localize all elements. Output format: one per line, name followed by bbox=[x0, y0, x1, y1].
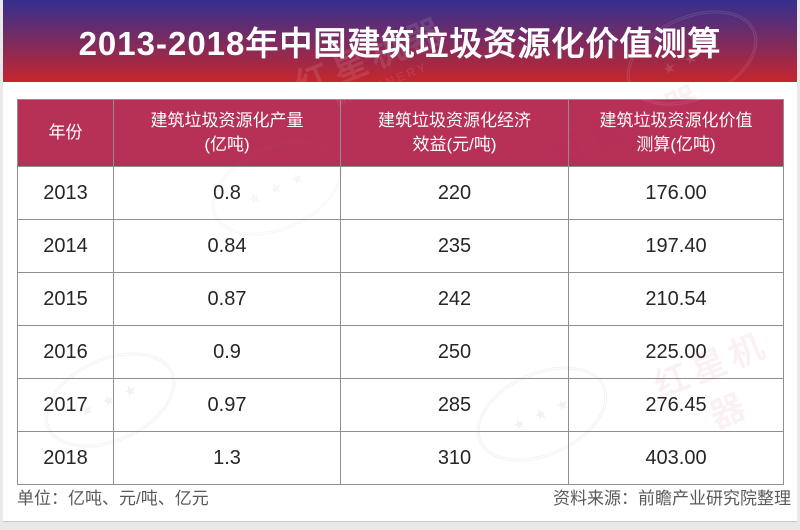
output-cell: 0.97 bbox=[113, 378, 341, 432]
table-row: 2018 1.3 310 403.00 bbox=[17, 431, 784, 485]
table-row: 2017 0.97 285 276.45 bbox=[17, 378, 784, 432]
title-banner: 2013-2018年中国建筑垃圾资源化价值测算 bbox=[3, 0, 797, 82]
table-row: 2013 0.8 220 176.00 bbox=[17, 166, 784, 220]
benefit-cell: 242 bbox=[340, 272, 569, 326]
output-cell: 0.9 bbox=[113, 325, 341, 379]
value-cell: 403.00 bbox=[568, 431, 784, 485]
benefit-cell: 250 bbox=[340, 325, 569, 379]
value-cell: 197.40 bbox=[568, 219, 784, 273]
year-cell: 2018 bbox=[17, 431, 114, 485]
benefit-cell: 235 bbox=[340, 219, 569, 273]
output-cell: 1.3 bbox=[113, 431, 341, 485]
output-cell: 0.87 bbox=[113, 272, 341, 326]
benefit-cell: 220 bbox=[340, 166, 569, 220]
table-row: 2015 0.87 242 210.54 bbox=[17, 272, 784, 326]
table-row: 2016 0.9 250 225.00 bbox=[17, 325, 784, 379]
source-note: 资料来源：前瞻产业研究院整理 bbox=[553, 489, 791, 508]
output-cell: 0.8 bbox=[113, 166, 341, 220]
table-row: 2014 0.84 235 197.40 bbox=[17, 219, 784, 273]
column-header-output: 建筑垃圾资源化产量(亿吨) bbox=[113, 99, 341, 167]
value-cell: 210.54 bbox=[568, 272, 784, 326]
table-header-row: 年份 建筑垃圾资源化产量(亿吨) 建筑垃圾资源化经济效益(元/吨) 建筑垃圾资源… bbox=[17, 99, 784, 167]
year-cell: 2016 bbox=[17, 325, 114, 379]
page-title: 2013-2018年中国建筑垃圾资源化价值测算 bbox=[78, 25, 722, 62]
year-cell: 2014 bbox=[17, 219, 114, 273]
year-cell: 2017 bbox=[17, 378, 114, 432]
benefit-cell: 310 bbox=[340, 431, 569, 485]
value-cell: 276.45 bbox=[568, 378, 784, 432]
value-cell: 176.00 bbox=[568, 166, 784, 220]
unit-note: 单位：亿吨、元/吨、亿元 bbox=[17, 489, 209, 508]
column-header-benefit: 建筑垃圾资源化经济效益(元/吨) bbox=[340, 99, 569, 167]
content-card: 2013-2018年中国建筑垃圾资源化价值测算 红星机器 MACHINERY ★… bbox=[3, 0, 797, 522]
data-table: 年份 建筑垃圾资源化产量(亿吨) 建筑垃圾资源化经济效益(元/吨) 建筑垃圾资源… bbox=[17, 99, 784, 485]
year-cell: 2015 bbox=[17, 272, 114, 326]
benefit-cell: 285 bbox=[340, 378, 569, 432]
value-cell: 225.00 bbox=[568, 325, 784, 379]
column-header-year: 年份 bbox=[17, 99, 114, 167]
output-cell: 0.84 bbox=[113, 219, 341, 273]
column-header-value: 建筑垃圾资源化价值测算(亿吨) bbox=[568, 99, 784, 167]
year-cell: 2013 bbox=[17, 166, 114, 220]
